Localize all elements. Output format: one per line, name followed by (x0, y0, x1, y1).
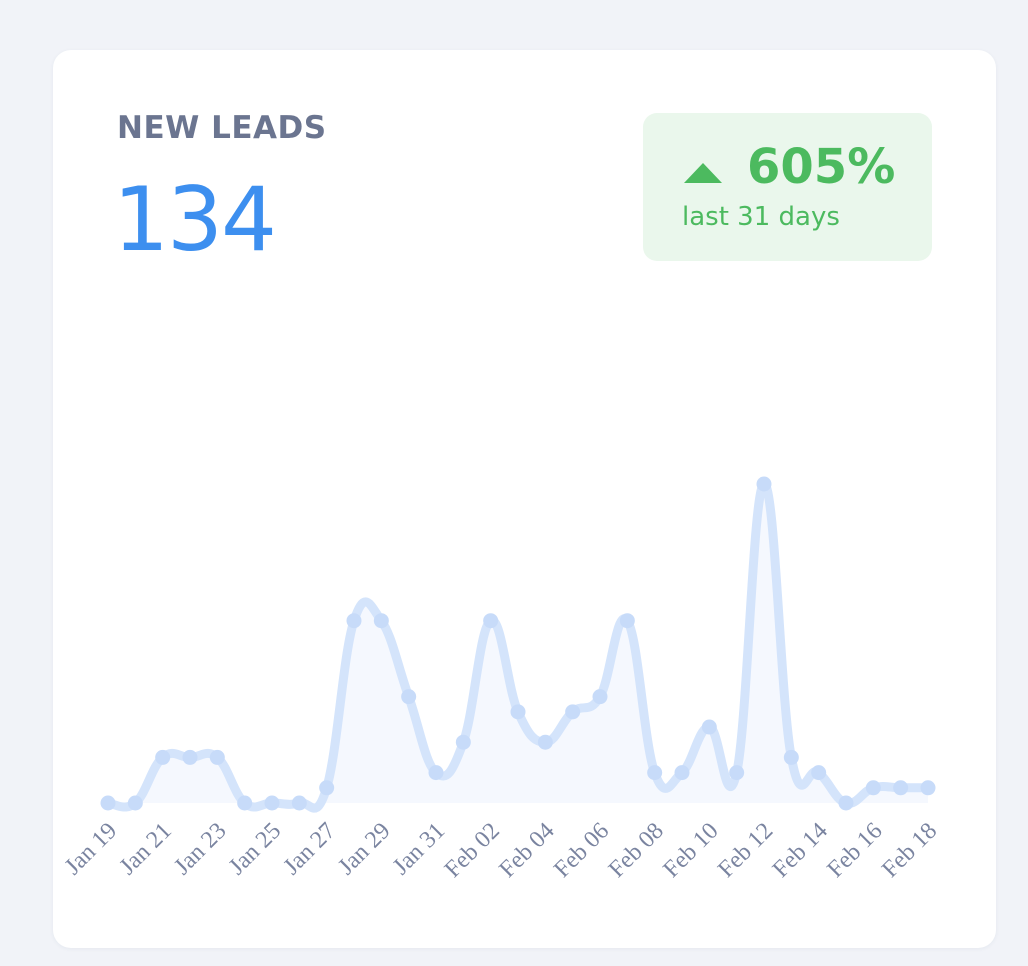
x-tick-label: Jan 23 (169, 818, 231, 880)
x-tick-label: Jan 19 (60, 818, 122, 880)
x-tick-label: Feb 04 (495, 818, 560, 883)
x-tick-label: Jan 25 (224, 818, 286, 880)
point (510, 704, 526, 720)
point (291, 795, 307, 811)
point (838, 795, 854, 811)
x-tick-label: Jan 21 (115, 818, 177, 880)
x-tick-label: Feb 10 (659, 818, 724, 883)
point (264, 795, 280, 811)
point (537, 734, 553, 750)
x-tick-label: Feb 18 (877, 818, 942, 883)
point (401, 689, 417, 705)
card-title: NEW LEADS (117, 110, 327, 146)
point (455, 734, 471, 750)
point (346, 613, 362, 629)
point (647, 765, 663, 781)
x-tick-label: Feb 08 (604, 818, 669, 883)
total: 134 (113, 168, 277, 271)
point (674, 765, 690, 781)
point (701, 719, 717, 735)
point (865, 780, 881, 796)
point (811, 765, 827, 781)
point (619, 613, 635, 629)
point (483, 613, 499, 629)
change: 605% (747, 139, 896, 195)
x-tick-label: Jan 27 (279, 818, 341, 880)
x-tick-label: Feb 14 (768, 818, 833, 883)
point (893, 780, 909, 796)
x-tick-label: Jan 31 (388, 818, 450, 880)
point (373, 613, 389, 629)
point (729, 765, 745, 781)
x-tick-label: Feb 06 (549, 818, 614, 883)
point (100, 795, 116, 811)
up-arrow (684, 163, 722, 183)
x-tick-label: Jan 29 (333, 818, 395, 880)
point (155, 749, 171, 765)
x-tick-label: Feb 02 (440, 818, 505, 883)
point (428, 765, 444, 781)
area (108, 483, 928, 809)
point (565, 704, 581, 720)
point (319, 780, 335, 796)
point (756, 476, 772, 492)
point (592, 689, 608, 705)
point (783, 749, 799, 765)
point (920, 780, 936, 796)
x-tick-label: Feb 16 (823, 818, 888, 883)
point (182, 749, 198, 765)
change-badge: 605% last 31 days (643, 113, 932, 261)
period: last 31 days (682, 202, 840, 232)
x-tick-label: Feb 12 (713, 818, 778, 883)
point (237, 795, 253, 811)
point (127, 795, 143, 811)
point (209, 749, 225, 765)
